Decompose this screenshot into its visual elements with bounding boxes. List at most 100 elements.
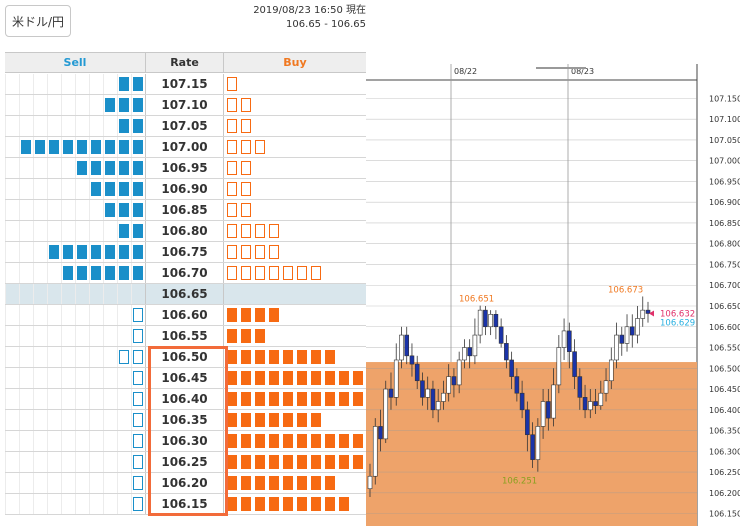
buy-block — [283, 266, 293, 280]
candle-body — [409, 355, 415, 365]
candle-body — [593, 401, 598, 406]
buy-block — [269, 245, 279, 259]
candle-body — [446, 376, 451, 394]
y-tick-label: 106.700 — [709, 281, 740, 290]
price-annotation: 106.251 — [502, 477, 537, 487]
candle-body — [367, 475, 373, 490]
order-row: 107.15 — [5, 74, 366, 95]
candle-body — [645, 309, 651, 314]
timestamp: 2019/08/23 16:50 現在 106.65 - 106.65 — [200, 4, 366, 32]
sell-cell — [5, 74, 146, 94]
candle-body — [383, 388, 389, 440]
buy-block — [241, 224, 251, 238]
buy-block — [353, 434, 363, 448]
sell-block — [133, 77, 143, 91]
buy-block — [353, 371, 363, 385]
buy-block — [255, 140, 265, 154]
rate-value: 107.15 — [146, 74, 224, 94]
order-row: 106.95 — [5, 158, 366, 179]
buy-block — [269, 497, 279, 511]
rate-value: 106.65 — [146, 284, 224, 304]
buy-block — [269, 371, 279, 385]
buy-block — [311, 455, 321, 469]
buy-block — [255, 350, 265, 364]
buy-cell — [224, 368, 366, 388]
y-tick-label: 106.750 — [709, 260, 740, 269]
sell-block — [133, 224, 143, 238]
rate-value: 106.40 — [146, 389, 224, 409]
buy-block — [241, 392, 251, 406]
candle-body — [378, 426, 383, 440]
buy-block — [227, 266, 237, 280]
candle-body — [635, 318, 640, 336]
candle-body — [603, 380, 609, 394]
buy-cell — [224, 137, 366, 157]
candle-body — [441, 392, 446, 402]
rate-value: 106.20 — [146, 473, 224, 493]
buy-block — [255, 497, 265, 511]
buy-cell — [224, 116, 366, 136]
buy-block — [241, 140, 251, 154]
sell-block — [119, 350, 129, 364]
order-row: 107.10 — [5, 95, 366, 116]
buy-block — [241, 476, 251, 490]
y-tick-label: 106.150 — [709, 510, 740, 519]
buy-block — [353, 455, 363, 469]
sell-cell — [5, 242, 146, 262]
buy-block — [297, 434, 307, 448]
sell-cell — [5, 137, 146, 157]
buy-block — [227, 308, 237, 322]
buy-block — [255, 266, 265, 280]
sell-block — [105, 203, 115, 217]
y-tick-label: 106.650 — [709, 302, 740, 311]
order-row: 106.70 — [5, 263, 366, 284]
buy-header: Buy — [283, 56, 307, 69]
buy-block — [311, 350, 321, 364]
buy-block — [227, 98, 237, 112]
sell-block — [133, 497, 143, 511]
buy-block — [241, 308, 251, 322]
price-chart: 08/22 08/23 107.150 107.100 107.050 107.000 10… — [366, 64, 740, 526]
sell-block — [133, 203, 143, 217]
candle-body — [577, 376, 583, 398]
buy-block — [311, 434, 321, 448]
currency-pair-button[interactable]: 米ドル/円 — [5, 5, 71, 37]
buy-block — [255, 434, 265, 448]
candle-body — [509, 359, 514, 377]
candle-body — [546, 401, 551, 419]
rate-value: 106.55 — [146, 326, 224, 346]
buy-block — [269, 413, 279, 427]
y-tick-label: 106.900 — [709, 198, 740, 207]
price-annotation: 106.651 — [459, 295, 494, 305]
sell-block — [119, 161, 129, 175]
order-row: 107.00 — [5, 137, 366, 158]
buy-block — [241, 98, 251, 112]
buy-cell — [224, 326, 366, 346]
sell-block — [133, 266, 143, 280]
sell-block — [119, 203, 129, 217]
y-tick-label: 107.000 — [709, 157, 740, 166]
rate-value: 106.25 — [146, 452, 224, 472]
sell-cell — [5, 116, 146, 136]
sell-block — [105, 182, 115, 196]
buy-block — [269, 350, 279, 364]
sell-block — [105, 98, 115, 112]
candle-body — [551, 384, 556, 419]
sell-cell — [5, 452, 146, 472]
price-annotation: 106.673 — [608, 285, 643, 295]
buy-block — [227, 245, 237, 259]
order-book: Sell Rate Buy 107.15 107.10 107.05 107.00 10… — [5, 52, 366, 524]
buy-block — [283, 371, 293, 385]
buy-block — [241, 455, 251, 469]
buy-block — [227, 182, 237, 196]
candle-body — [399, 334, 404, 361]
buy-block — [241, 350, 251, 364]
y-tick-label: 106.300 — [709, 447, 740, 456]
buy-block — [241, 434, 251, 448]
buy-block — [255, 329, 265, 343]
buy-cell — [224, 263, 366, 283]
sell-block — [133, 308, 143, 322]
buy-block — [227, 119, 237, 133]
candle-body — [467, 347, 472, 357]
rate-value: 106.35 — [146, 410, 224, 430]
